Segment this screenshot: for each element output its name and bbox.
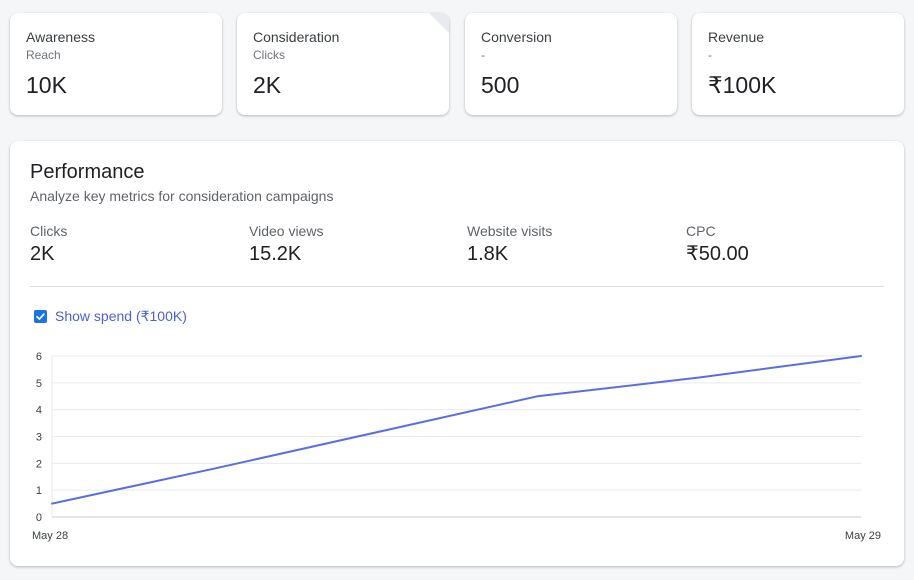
kpi-card-conversion[interactable]: Conversion - 500	[465, 13, 677, 115]
y-tick-label: 1	[36, 485, 42, 497]
x-tick-label: May 29	[845, 530, 881, 542]
kpi-card-awareness[interactable]: Awareness Reach 10K	[10, 13, 222, 115]
kpi-subtitle: -	[481, 48, 485, 62]
y-tick-label: 2	[36, 458, 42, 470]
y-tick-label: 6	[36, 351, 42, 363]
metric-label: Website visits	[467, 223, 553, 239]
kpi-value: 2K	[253, 72, 282, 98]
kpi-title: Awareness	[26, 29, 96, 45]
kpi-subtitle: Clicks	[253, 48, 285, 62]
check-icon	[36, 312, 45, 320]
kpi-cards: Awareness Reach 10K Consideration Clicks…	[10, 13, 908, 115]
divider	[30, 286, 884, 287]
performance-subtitle: Analyze key metrics for consideration ca…	[30, 188, 334, 204]
metric-value: 15.2K	[249, 243, 302, 265]
show-spend-checkbox[interactable]	[34, 309, 47, 323]
y-tick-label: 3	[36, 432, 42, 444]
metric-clicks: Clicks 2K	[30, 223, 230, 266]
kpi-card-consideration[interactable]: Consideration Clicks 2K	[237, 13, 449, 115]
x-tick-label: May 28	[32, 530, 68, 542]
metric-label: Clicks	[30, 223, 68, 239]
performance-title: Performance	[30, 161, 145, 183]
y-tick-label: 4	[36, 405, 42, 417]
show-spend-label: Show spend (₹100K)	[55, 308, 187, 324]
metric-label: Video views	[249, 223, 324, 239]
kpi-title: Conversion	[481, 29, 552, 45]
show-spend-toggle[interactable]: Show spend (₹100K)	[34, 308, 187, 324]
kpi-value: 10K	[26, 72, 67, 98]
metric-value: 2K	[30, 243, 55, 265]
kpi-value: ₹100K	[708, 72, 777, 98]
kpi-value: 500	[481, 72, 520, 98]
metric-value: 1.8K	[467, 243, 509, 265]
metric-website-visits: Website visits 1.8K	[467, 223, 667, 266]
kpi-card-revenue[interactable]: Revenue - ₹100K	[692, 13, 904, 115]
spend-line-chart: 0 1 2 3 4 5 6 May 28 May 29	[32, 351, 881, 542]
kpi-title: Consideration	[253, 29, 340, 45]
y-tick-label: 0	[36, 512, 42, 524]
kpi-subtitle: Reach	[26, 48, 61, 62]
metric-video-views: Video views 15.2K	[249, 223, 449, 266]
metric-value: ₹50.00	[686, 243, 749, 265]
metric-cpc: CPC ₹50.00	[686, 223, 886, 266]
spend-series-line	[51, 355, 862, 505]
y-tick-label: 5	[36, 378, 42, 390]
metric-label: CPC	[686, 223, 716, 239]
performance-card: Performance Analyze key metrics for cons…	[10, 141, 904, 566]
kpi-title: Revenue	[708, 29, 765, 45]
kpi-subtitle: -	[708, 48, 712, 62]
